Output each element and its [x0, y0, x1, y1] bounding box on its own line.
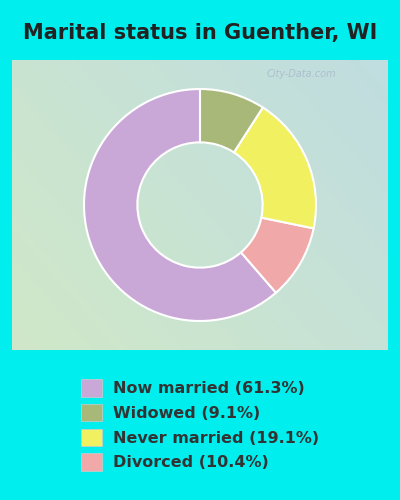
Wedge shape: [241, 218, 314, 292]
Text: City-Data.com: City-Data.com: [267, 68, 336, 78]
Wedge shape: [234, 108, 316, 228]
Wedge shape: [200, 89, 263, 152]
Text: Marital status in Guenther, WI: Marital status in Guenther, WI: [23, 23, 377, 43]
Wedge shape: [84, 89, 276, 321]
Legend: Now married (61.3%), Widowed (9.1%), Never married (19.1%), Divorced (10.4%): Now married (61.3%), Widowed (9.1%), Nev…: [81, 380, 319, 470]
